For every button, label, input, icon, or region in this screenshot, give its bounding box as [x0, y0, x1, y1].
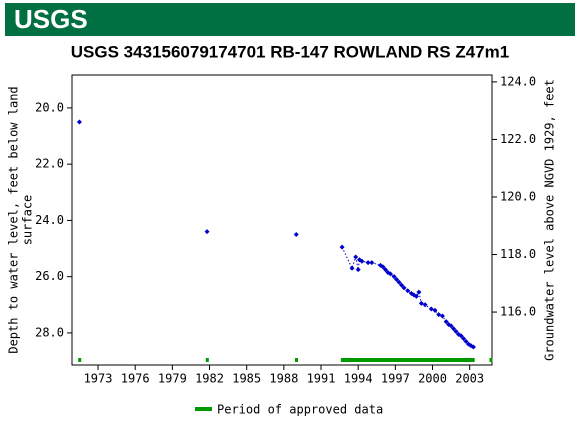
data-point — [396, 279, 402, 285]
data-point — [204, 229, 210, 235]
data-point — [293, 231, 299, 237]
approved-period — [489, 358, 493, 362]
data-point — [463, 338, 469, 344]
data-point — [339, 244, 345, 250]
data-point — [405, 288, 411, 294]
data-point — [399, 282, 405, 288]
data-point — [353, 254, 359, 260]
data-point — [394, 276, 400, 282]
data-point — [428, 306, 434, 312]
data-point — [451, 326, 457, 332]
approved-period — [340, 358, 475, 362]
x-tick-label: 2003 — [455, 372, 484, 386]
y2-axis-label: Groundwater level above NGVD 1929, feet — [543, 79, 557, 361]
x-tick-label: 1973 — [84, 372, 113, 386]
x-tick-label: 1988 — [269, 372, 298, 386]
data-point — [461, 336, 467, 342]
x-tick-label: 1997 — [381, 372, 410, 386]
legend-label: Period of approved data — [217, 403, 383, 417]
y-tick-label: 22.0 — [35, 157, 64, 171]
approved-period — [295, 358, 299, 362]
data-point — [439, 313, 445, 319]
y-tick-label: 20.0 — [35, 100, 64, 114]
logo: USGS — [14, 4, 88, 34]
plot-frame — [71, 74, 493, 366]
data-point — [359, 258, 365, 264]
data-point — [443, 319, 449, 325]
y2-tick-label: 120.0 — [500, 189, 536, 203]
data-point — [355, 267, 361, 273]
data-point — [453, 329, 459, 335]
data-point — [416, 289, 422, 295]
x-tick-label: 1982 — [195, 372, 224, 386]
y-tick-label: 28.0 — [35, 325, 64, 339]
data-point — [382, 267, 388, 273]
data-point — [349, 265, 355, 271]
chart-title: USGS 343156079174701 RB-147 ROWLAND RS Z… — [71, 42, 509, 61]
data-point — [391, 274, 397, 280]
approved-period — [78, 358, 82, 362]
y2-tick-label: 118.0 — [500, 247, 536, 261]
data-point — [365, 260, 371, 266]
data-point — [470, 344, 476, 350]
y-tick-label: 26.0 — [35, 269, 64, 283]
x-tick-label: 1991 — [307, 372, 336, 386]
x-tick-label: 1979 — [158, 372, 187, 386]
y2-tick-label: 122.0 — [500, 132, 536, 146]
header-band — [5, 3, 575, 36]
data-point — [458, 333, 464, 339]
approved-period — [205, 358, 209, 362]
data-point — [418, 300, 424, 306]
y-tick-label: 24.0 — [35, 213, 64, 227]
y-axis-label: surface — [21, 195, 35, 246]
x-tick-label: 2000 — [418, 372, 447, 386]
data-point — [401, 285, 407, 291]
data-point — [422, 302, 428, 308]
data-point — [436, 312, 442, 318]
data-point — [380, 264, 386, 270]
data-point — [76, 119, 82, 125]
x-tick-label: 1976 — [121, 372, 150, 386]
y2-tick-label: 116.0 — [500, 305, 536, 319]
x-tick-label: 1994 — [344, 372, 373, 386]
y2-tick-label: 124.0 — [500, 74, 536, 88]
y-axis-label: Depth to water level, feet below land — [7, 86, 21, 353]
x-tick-label: 1985 — [232, 372, 261, 386]
data-point — [448, 323, 454, 329]
data-point — [387, 271, 393, 277]
data-point — [413, 293, 419, 299]
data-point — [432, 307, 438, 313]
data-point — [369, 260, 375, 266]
